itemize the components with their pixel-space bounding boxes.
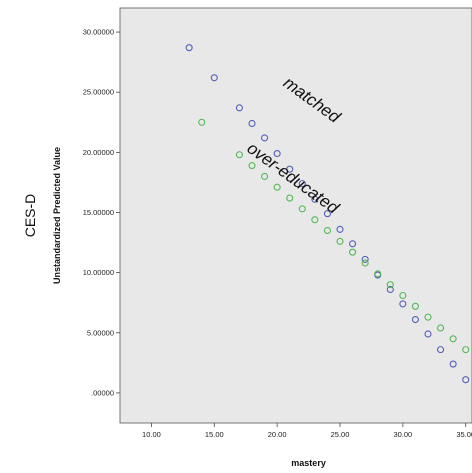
y-axis-title: Unstandardized Predicted Value: [52, 147, 62, 284]
matched-point: [386, 285, 394, 294]
y-tick-label: 20.00000: [83, 148, 114, 157]
x-tick-label: 30.00: [393, 430, 412, 439]
matched-point: [311, 195, 319, 203]
matched-point: [286, 165, 294, 173]
over-educated-point: [411, 302, 419, 310]
y-tick-label: 25.00000: [83, 88, 114, 97]
over-educated-point: [198, 118, 206, 126]
x-tick-label: 25.00: [331, 430, 350, 439]
over-educated-point: [273, 183, 281, 191]
over-educated-point: [311, 216, 319, 224]
matched-point: [273, 150, 281, 158]
matched-point: [361, 255, 369, 263]
matched-point: [323, 210, 331, 218]
data-points: [185, 44, 470, 384]
over-educated-point: [349, 248, 357, 256]
x-tick-label: 10.00: [142, 430, 161, 439]
matched-point: [424, 330, 432, 338]
over-educated-point: [286, 194, 294, 202]
y-tick-label: 10.00000: [83, 268, 114, 277]
matched-point: [399, 300, 407, 308]
matched-point: [185, 44, 193, 52]
y-tick-label: 15.00000: [83, 208, 114, 217]
over-educated-point: [261, 172, 269, 180]
over-educated-point: [399, 291, 407, 300]
outer-y-label: CES-D: [22, 194, 38, 238]
matched-point: [462, 376, 470, 384]
over-educated-point: [386, 281, 394, 289]
y-tick-label: 5.00000: [87, 328, 114, 337]
x-axis-title: mastery: [291, 458, 326, 468]
y-axis: .00000 5.00000 10.00000 15.00000 20.00000 25.…: [83, 28, 120, 397]
matched-point: [411, 316, 419, 324]
x-tick-label: 15.00: [205, 430, 224, 439]
over-educated-point: [248, 162, 256, 170]
matched-point: [437, 346, 445, 354]
x-axis: 10.00 15.00 20.00 25.00 30.00 35.00: [142, 423, 472, 439]
x-tick-label: 20.00: [268, 430, 287, 439]
matched-point: [449, 360, 457, 368]
matched-point: [349, 240, 357, 248]
over-educated-point: [235, 151, 243, 159]
over-educated-point: [449, 335, 457, 343]
over-educated-point: [323, 226, 331, 235]
matched-point: [210, 74, 218, 82]
over-educated-point: [424, 313, 432, 321]
over-educated-point: [437, 324, 445, 332]
over-educated-point: [374, 270, 382, 278]
plot-area: [119, 7, 472, 424]
matched-point: [248, 119, 256, 128]
y-tick-label: .00000: [91, 388, 114, 397]
y-tick-label: 30.00000: [83, 28, 114, 37]
matched-point: [298, 180, 306, 188]
plot-background: [119, 7, 472, 424]
over-educated-point: [361, 259, 369, 267]
x-tick-label: 35.00: [456, 430, 472, 439]
matched-point: [235, 104, 243, 112]
over-educated-point: [298, 205, 306, 213]
over-educated-point: [462, 346, 470, 354]
over-educated-point: [336, 237, 344, 245]
matched-point: [261, 134, 269, 142]
matched-point: [336, 225, 344, 233]
